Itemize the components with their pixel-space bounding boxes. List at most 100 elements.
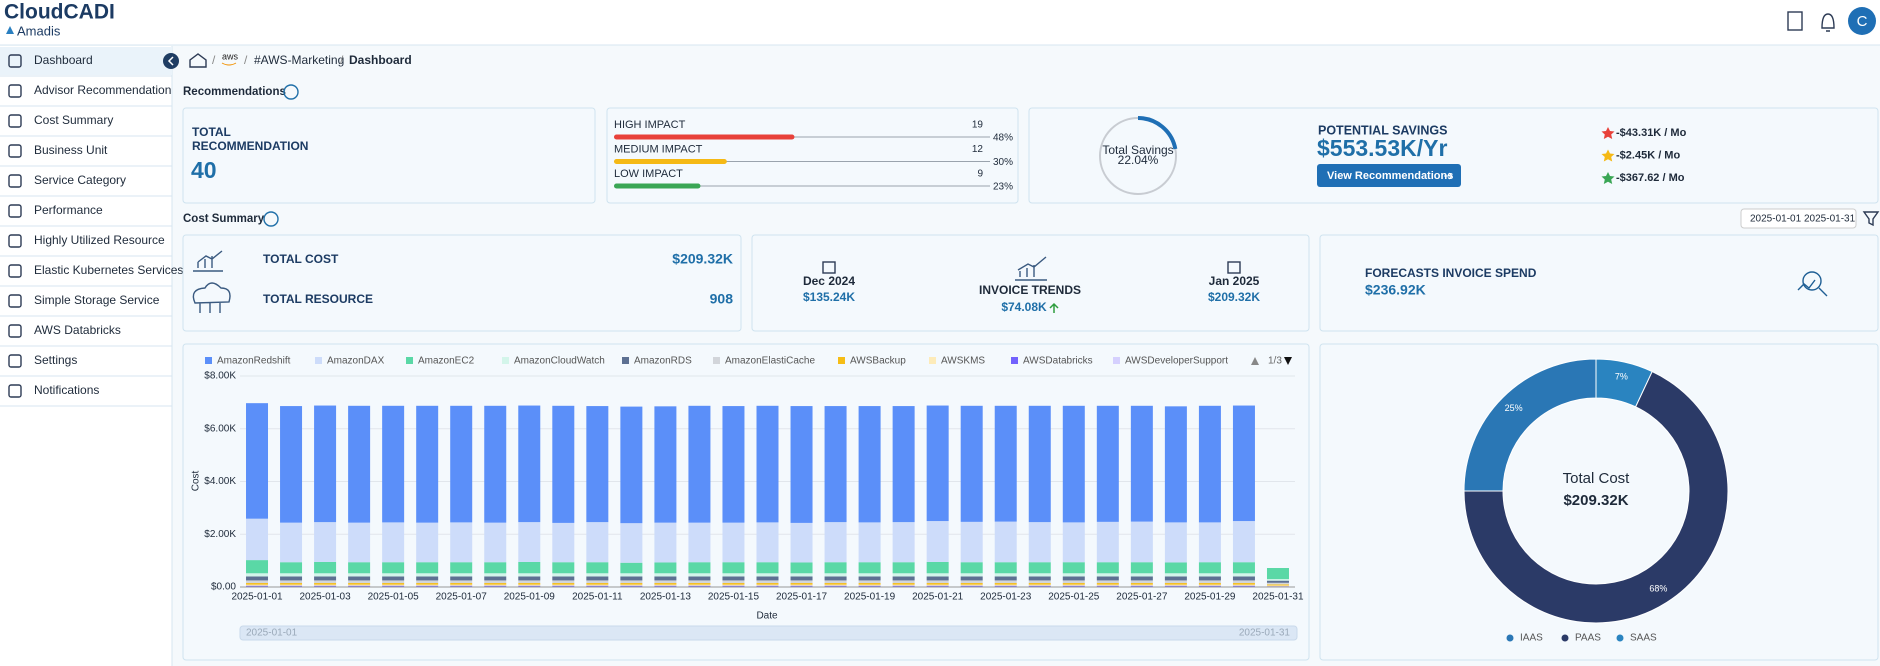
bar-segment	[1096, 521, 1119, 563]
donut-center-title: Total Cost	[1563, 470, 1631, 487]
sidebar-item[interactable]: Dashboard	[34, 53, 93, 67]
bar-segment	[586, 522, 609, 563]
legend-marker	[1011, 357, 1018, 364]
bar-segment	[246, 585, 269, 587]
bar-segment	[246, 580, 269, 584]
monthly-value: -$43.31K / Mo	[1616, 127, 1687, 139]
legend-next[interactable]	[1284, 357, 1292, 365]
bar-segment	[1164, 583, 1187, 585]
bar-segment	[1130, 584, 1153, 586]
bar-segment	[688, 584, 711, 586]
bar-segment	[892, 522, 915, 563]
sidebar-icon	[8, 384, 22, 398]
sidebar-item[interactable]: Elastic Kubernetes Services	[34, 263, 183, 277]
date-picker[interactable]	[1740, 208, 1857, 229]
docs-icon[interactable]	[1787, 11, 1803, 31]
collapse-button[interactable]	[163, 53, 179, 69]
bar-segment	[246, 584, 269, 586]
bar-segment	[314, 576, 337, 581]
bar-segment	[348, 580, 371, 584]
avatar-letter: C	[1857, 13, 1868, 30]
bell-icon[interactable]	[1821, 13, 1835, 32]
bar-segment	[654, 573, 677, 577]
total-label: RECOMMENDATION	[192, 139, 308, 153]
section-link[interactable]	[283, 84, 299, 100]
bar-segment	[382, 562, 405, 574]
legend-marker	[713, 357, 720, 364]
bar-segment	[722, 583, 745, 585]
bar-segment	[994, 580, 1017, 584]
bar-segment	[280, 584, 303, 586]
zoom-slider[interactable]	[239, 625, 1298, 641]
sidebar-item[interactable]: Notifications	[34, 383, 99, 397]
bar-segment	[688, 576, 711, 581]
sidebar-item[interactable]: Performance	[34, 203, 103, 217]
legend-prev[interactable]	[1251, 357, 1259, 365]
bar-segment	[620, 562, 643, 574]
bar-segment	[484, 583, 507, 585]
bar-segment	[416, 573, 439, 577]
bar-segment	[722, 576, 745, 581]
bar-segment	[1198, 562, 1221, 574]
bar-segment	[280, 522, 303, 563]
bar-segment	[484, 562, 507, 574]
bar-segment	[892, 583, 915, 585]
sidebar-item[interactable]: Settings	[34, 353, 77, 367]
view-button[interactable]	[1317, 164, 1461, 187]
avatar[interactable]	[1848, 7, 1876, 35]
bar-segment	[1028, 576, 1051, 581]
bar-segment	[280, 576, 303, 581]
sidebar-items: Dashboard Advisor Recommendation Cost Su…	[34, 53, 183, 397]
sidebar-item[interactable]: AWS Databricks	[34, 323, 121, 337]
bar-segment	[1096, 405, 1119, 522]
bar-segment	[552, 584, 575, 586]
legend-label: AmazonRedshift	[217, 356, 291, 367]
y-tick-label: $6.00K	[204, 423, 236, 434]
filter-icon[interactable]	[1862, 211, 1880, 227]
sidebar-icon	[8, 354, 22, 368]
bar-segment	[824, 573, 847, 577]
sidebar-item[interactable]: Business Unit	[34, 143, 108, 157]
bar-segment	[518, 573, 541, 577]
bar-segment	[926, 573, 949, 577]
legend-marker	[1561, 634, 1569, 642]
bar-segment	[722, 584, 745, 586]
section-link[interactable]	[263, 211, 279, 227]
legend-marker	[1113, 357, 1120, 364]
bar-segment	[1062, 573, 1085, 577]
card	[182, 107, 596, 204]
legend-marker	[406, 357, 413, 364]
bar-segment	[824, 580, 847, 584]
sidebar-item[interactable]: Service Category	[34, 173, 126, 187]
date-end: 2025-01-31	[1804, 214, 1856, 225]
sidebar-item[interactable]: Advisor Recommendation	[34, 83, 171, 97]
bar-segment	[1164, 573, 1187, 577]
bar-segment	[518, 522, 541, 562]
ring-arc	[1137, 116, 1178, 150]
legend-marker	[1506, 634, 1514, 642]
bar-segment	[1062, 562, 1085, 574]
bar-segment	[994, 405, 1017, 522]
bar-segment	[450, 576, 473, 581]
total-resource: 908	[710, 291, 734, 307]
sidebar-item[interactable]: Cost Summary	[34, 113, 113, 127]
x-tick-label: 2025-01-17	[776, 592, 828, 603]
bar-segment	[620, 585, 643, 587]
bar-segment	[450, 584, 473, 586]
bar-segment	[1198, 573, 1221, 577]
total-cost-label: TOTAL COST	[263, 252, 339, 266]
bar-segment	[1266, 580, 1289, 583]
crumb-account[interactable]: #AWS-Marketing	[254, 53, 344, 67]
bar-segment	[416, 576, 439, 581]
bar-segment	[1096, 583, 1119, 585]
bar-segment	[926, 576, 949, 581]
home-icon[interactable]	[189, 53, 207, 68]
sidebar-item[interactable]: Simple Storage Service	[34, 293, 160, 307]
legend-label: AWSKMS	[941, 356, 985, 367]
bar-segment	[994, 573, 1017, 577]
legend-label: AmazonDAX	[327, 356, 385, 367]
bar-segment	[518, 584, 541, 586]
sidebar-item[interactable]: Highly Utilized Resource	[34, 233, 165, 247]
bar-segment	[858, 576, 881, 581]
bar-segment	[756, 576, 779, 581]
